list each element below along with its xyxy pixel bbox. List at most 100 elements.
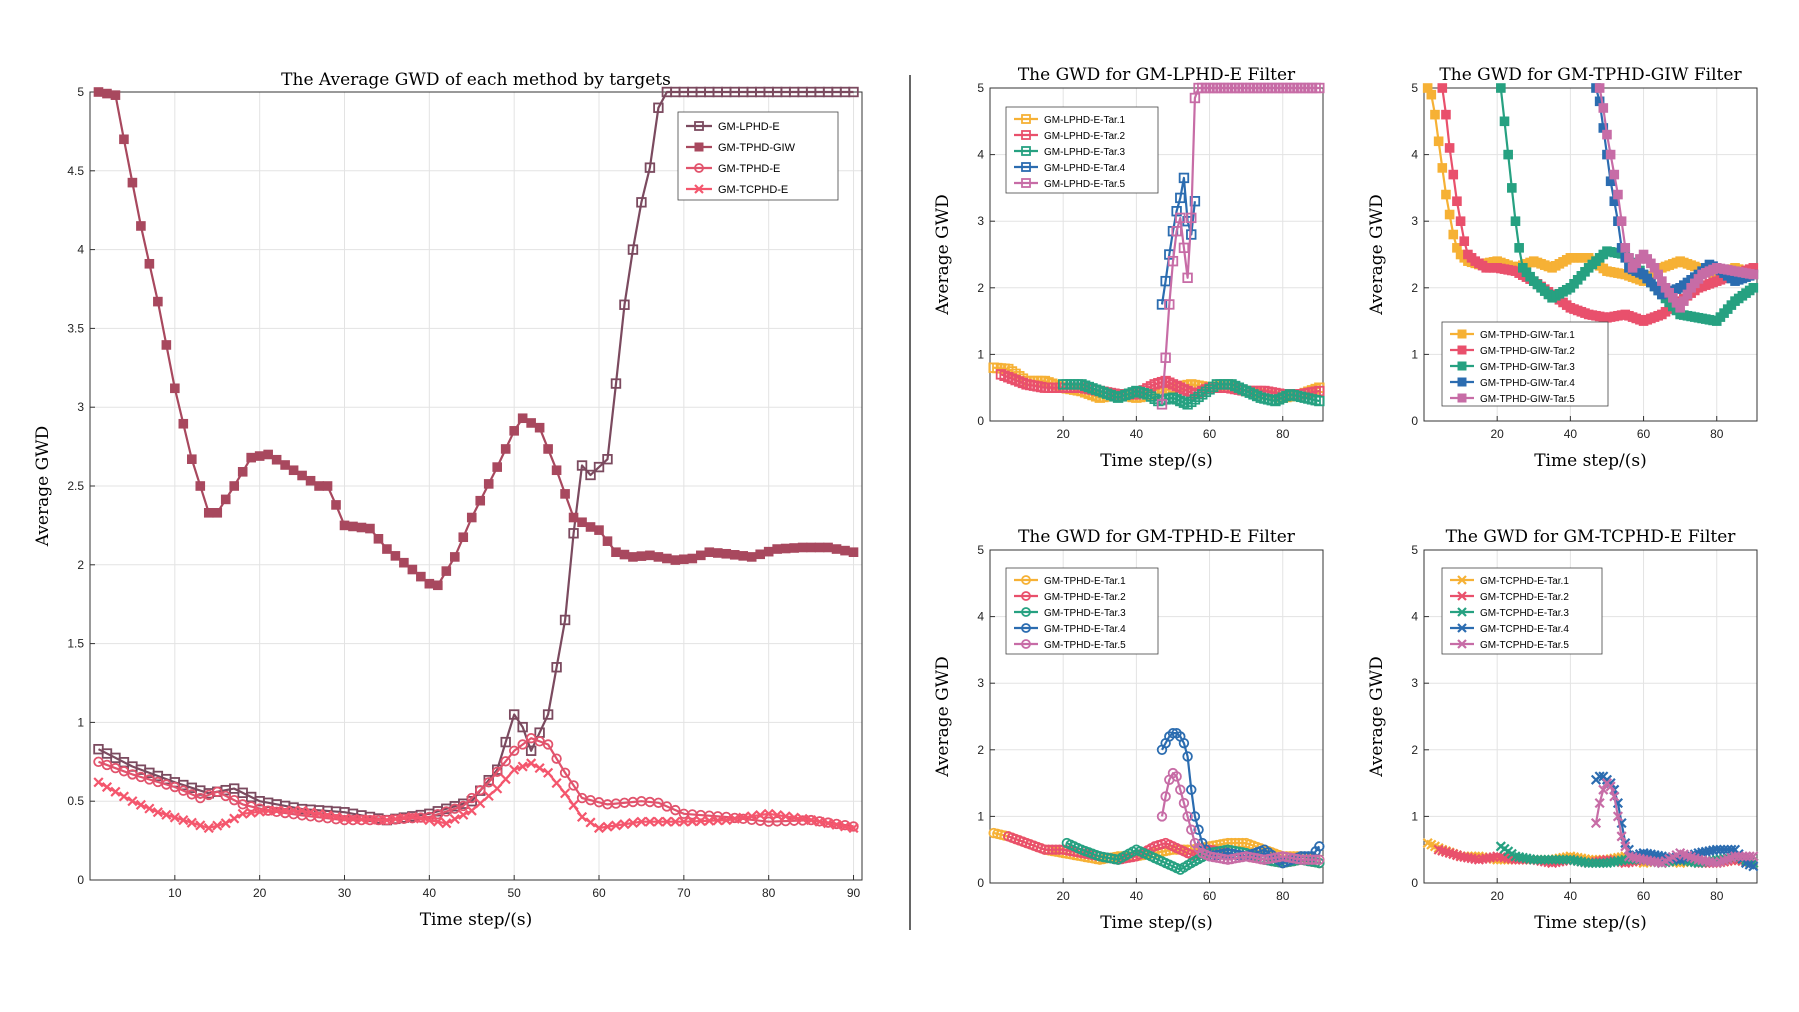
data-point — [212, 820, 223, 831]
data-point — [1452, 196, 1462, 207]
x-tick-label: 40 — [1130, 889, 1144, 903]
y-tick-label: 0.5 — [67, 794, 84, 808]
data-point — [746, 552, 757, 562]
data-point — [271, 805, 282, 816]
data-point — [93, 87, 104, 97]
legend-marker — [1021, 146, 1031, 156]
data-point — [432, 816, 443, 827]
data-point — [687, 553, 698, 564]
data-point — [695, 815, 706, 827]
legend-marker — [1021, 575, 1031, 585]
x-tick-label: 10 — [168, 886, 182, 900]
data-point — [645, 550, 655, 561]
legend-label: GM-TPHD-GIW-Tar.2 — [1480, 346, 1575, 357]
legend-marker — [1457, 575, 1467, 585]
y-tick-label: 4 — [1411, 148, 1418, 162]
y-tick-label: 1 — [977, 347, 984, 361]
data-point — [212, 786, 223, 797]
legend: GM-TPHD-E-Tar.1 GM-TPHD-E-Tar.2 GM-TPHD-E-… — [1005, 567, 1159, 655]
data-point — [364, 814, 376, 825]
data-point — [559, 767, 571, 779]
data-point — [1175, 784, 1186, 795]
data-point — [246, 452, 256, 463]
data-point — [229, 813, 240, 824]
data-point — [1587, 857, 1598, 869]
data-point — [509, 426, 519, 436]
data-point — [280, 460, 290, 470]
data-point — [305, 807, 316, 818]
data-point — [1314, 395, 1325, 407]
data-point — [551, 662, 562, 673]
data-point — [839, 821, 851, 832]
legend-label: GM-TCPHD-E-Tar.4 — [1480, 624, 1569, 635]
data-point — [203, 822, 214, 834]
data-point — [1550, 854, 1561, 865]
data-point — [729, 550, 740, 560]
legend-marker — [694, 184, 704, 194]
data-point — [458, 800, 469, 812]
data-point — [144, 803, 155, 814]
legend-label: GM-TPHD-GIW-Tar.4 — [1480, 378, 1575, 389]
y-axis-label: Average GWD — [933, 194, 953, 316]
legend-label: GM-TCPHD-E — [718, 184, 788, 196]
x-tick-label: 70 — [677, 886, 691, 900]
legend-label: GM-TPHD-E-Tar.1 — [1044, 576, 1126, 587]
data-point — [814, 816, 825, 827]
legend-label: GM-TPHD-GIW-Tar.3 — [1480, 362, 1575, 373]
series-gm-tcphd-e-tar-5 — [1590, 778, 1759, 869]
data-point — [500, 444, 511, 454]
data-point — [187, 454, 197, 465]
data-point — [1740, 851, 1752, 862]
x-tick-label: 60 — [1203, 889, 1217, 903]
data-point — [738, 812, 749, 823]
data-point — [568, 528, 579, 539]
data-point — [101, 781, 113, 793]
data-point — [229, 794, 240, 806]
data-point — [1744, 851, 1755, 862]
y-tick-label: 4 — [977, 148, 984, 162]
data-point — [1050, 844, 1062, 855]
legend-marker — [1457, 345, 1467, 355]
chart-gm-tphd-e: 20 40 60 80 0 1 2 3 4 5 The GWD for GM-TPHD-E Filt… — [933, 527, 1325, 933]
data-point — [492, 462, 503, 472]
legend-label: GM-TPHD-E — [718, 163, 780, 175]
data-point — [653, 552, 664, 562]
data-point — [644, 816, 655, 827]
data-point — [500, 736, 511, 748]
data-point — [1444, 209, 1455, 220]
y-tick-label: 0 — [77, 873, 84, 887]
y-tick-label: 3 — [977, 214, 984, 228]
y-axis-label: Average GWD — [933, 656, 953, 778]
x-tick-label: 20 — [1057, 889, 1071, 903]
data-point — [1314, 854, 1325, 865]
data-point — [1175, 192, 1186, 204]
data-point — [678, 816, 689, 827]
x-tick-label: 40 — [1130, 427, 1144, 441]
data-point — [373, 814, 384, 825]
data-point — [297, 470, 307, 481]
legend-label: GM-TCPHD-E-Tar.3 — [1480, 608, 1569, 619]
data-point — [178, 418, 189, 429]
data-point — [424, 578, 435, 589]
data-point — [1303, 854, 1314, 865]
series-gm-tphd-giw-tar-3 — [1496, 83, 1759, 326]
data-point — [500, 756, 511, 767]
data-point — [186, 817, 197, 828]
y-tick-label: 2 — [977, 281, 984, 295]
data-point — [449, 552, 460, 562]
legend-label: GM-LPHD-E — [718, 121, 780, 133]
y-tick-label: 0 — [977, 876, 984, 890]
legend-label: GM-TCPHD-E-Tar.1 — [1480, 576, 1569, 587]
data-point — [543, 767, 554, 778]
x-tick-label: 40 — [423, 886, 437, 900]
data-point — [1306, 854, 1318, 865]
data-point — [1590, 857, 1602, 869]
x-tick-label: 80 — [1276, 889, 1290, 903]
data-point — [178, 815, 189, 826]
data-point — [1557, 854, 1569, 865]
data-point — [560, 489, 570, 499]
data-point — [475, 495, 486, 506]
legend-marker — [694, 163, 704, 173]
y-tick-label: 2.5 — [67, 479, 84, 493]
data-point — [559, 788, 571, 799]
